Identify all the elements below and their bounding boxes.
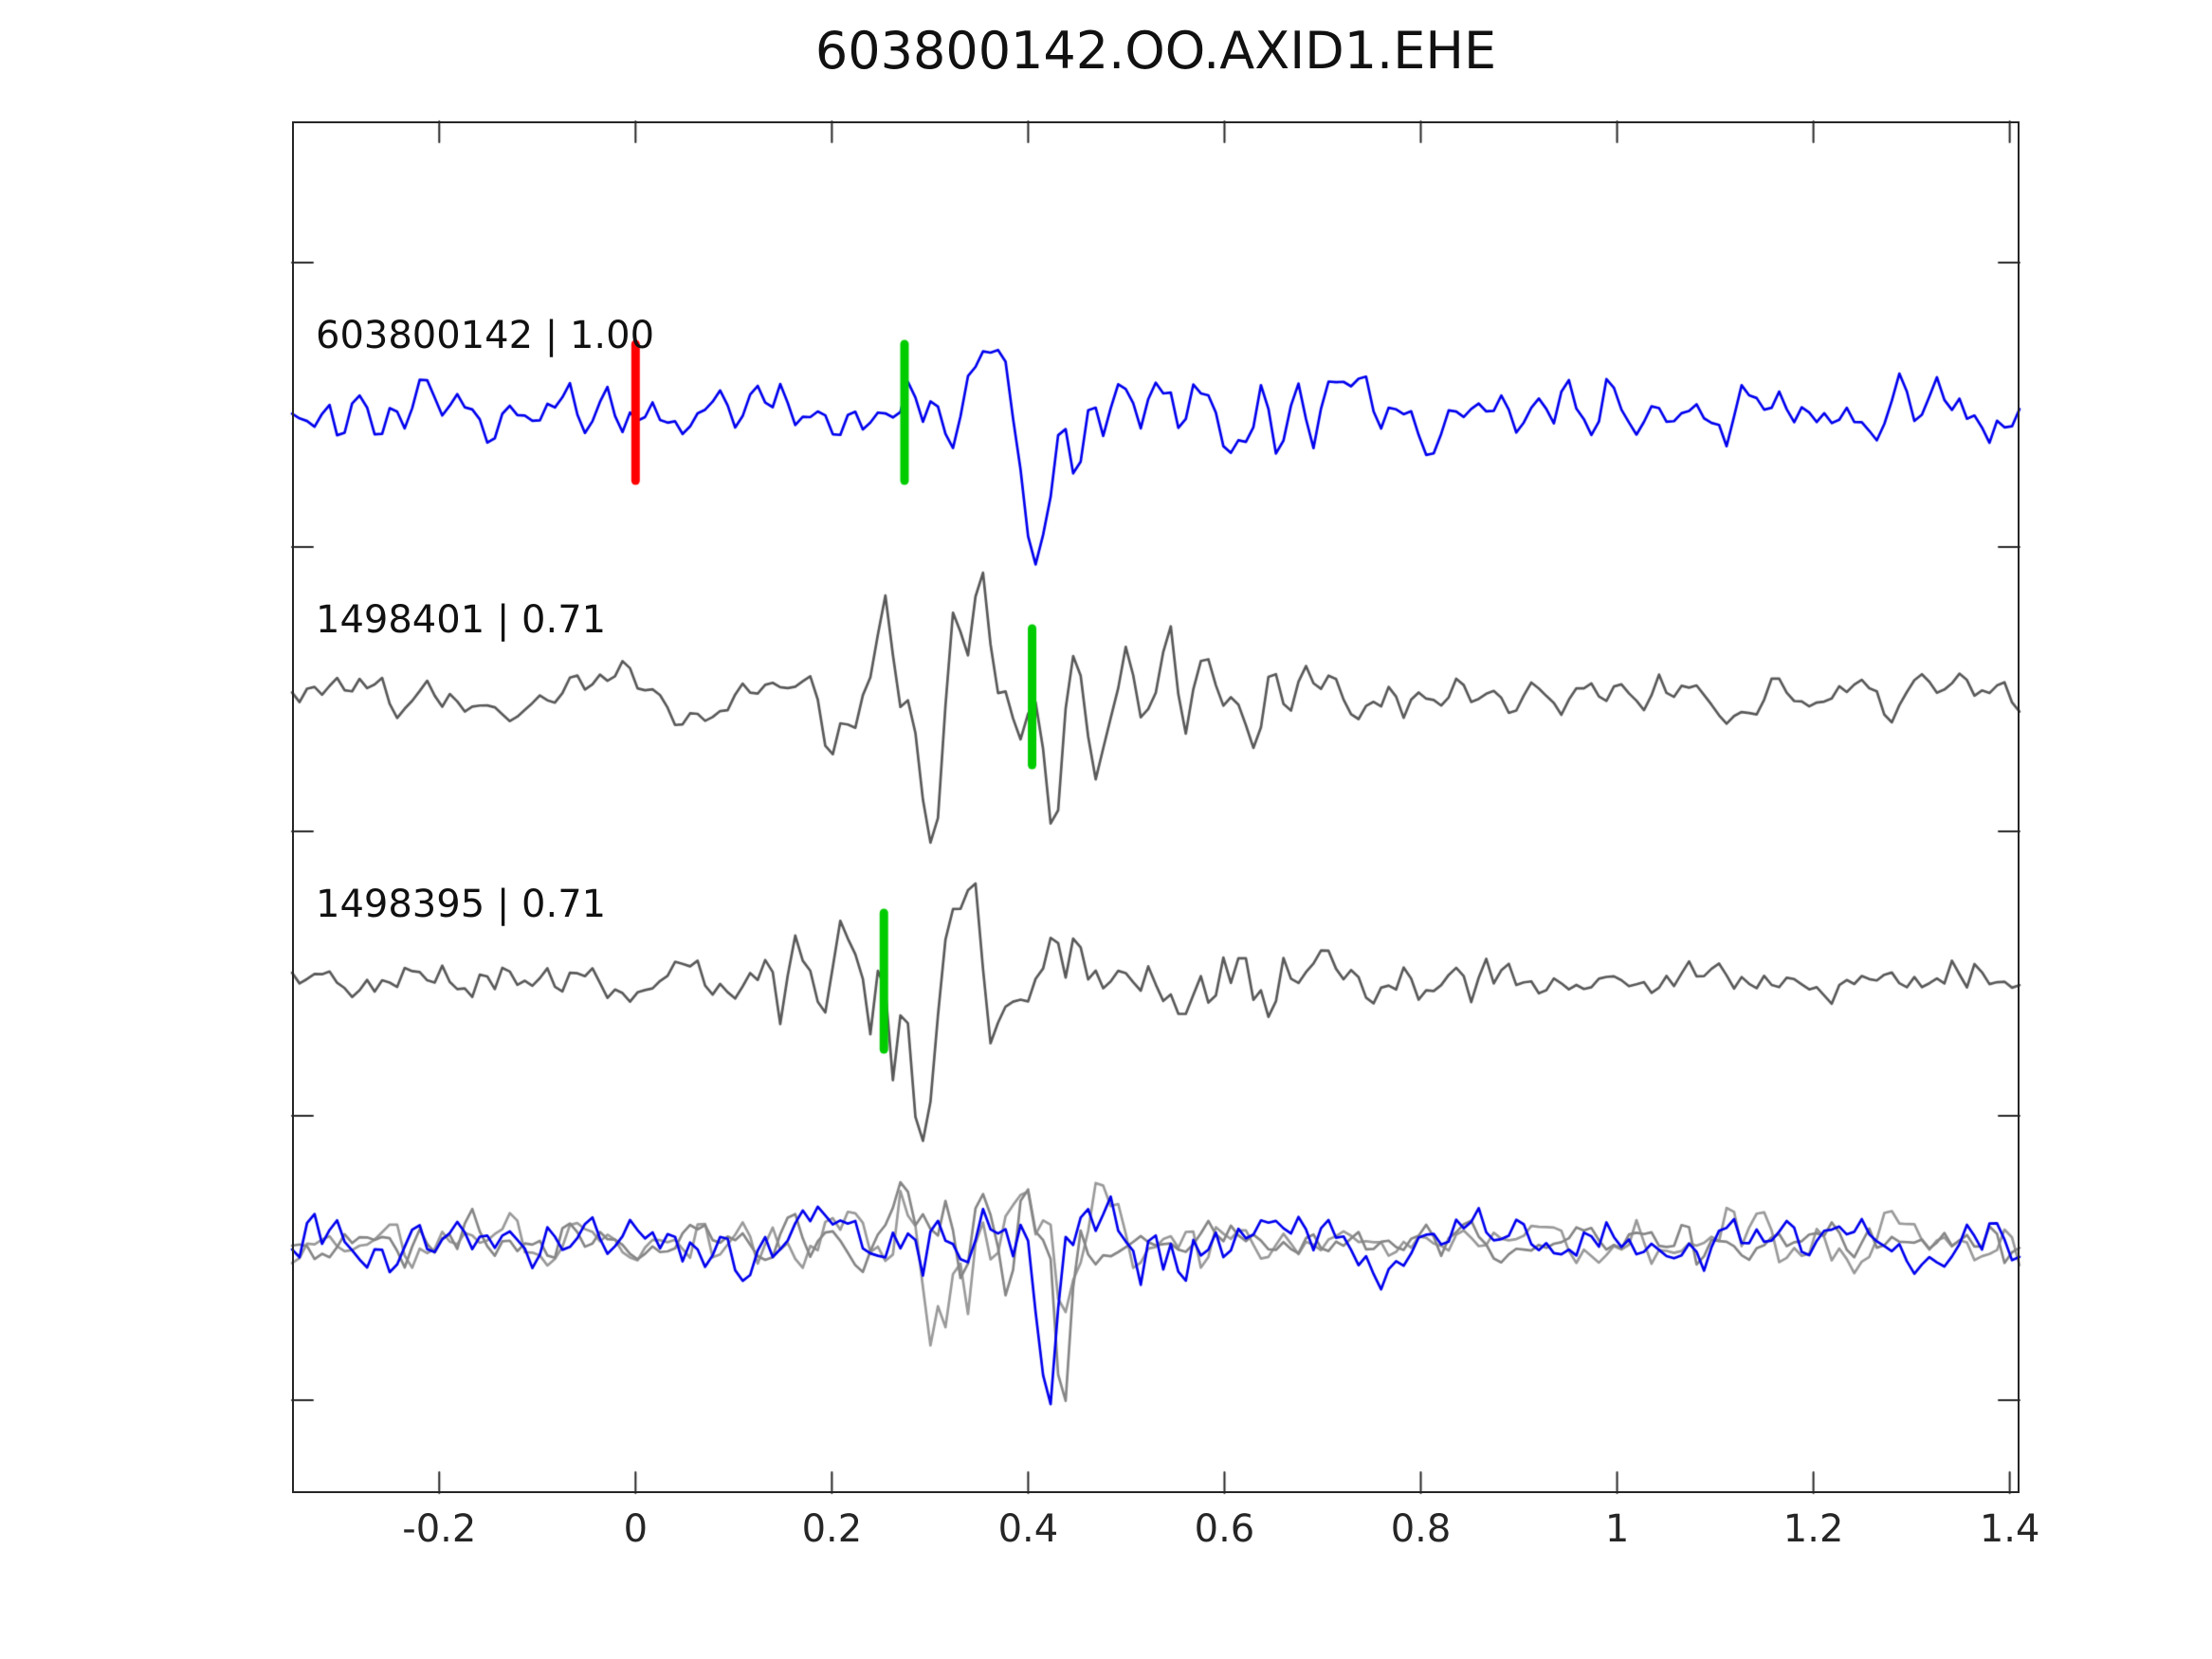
x-tick-label: 1.2 [1782,1507,1844,1551]
x-tick-label: 0.8 [1390,1507,1452,1551]
trace-label-1498395: 1498395 | 0.71 [316,883,607,926]
x-tick-label: 1 [1604,1507,1630,1551]
x-tick-label: -0.2 [402,1507,477,1551]
x-tick-label: 0.6 [1194,1507,1255,1551]
x-tick-label: 1.4 [1979,1507,2040,1551]
x-tick-label: 0 [623,1507,649,1551]
x-tick-label: 0.4 [997,1507,1059,1551]
trace-label-603800142: 603800142 | 1.00 [316,314,655,357]
trace-label-1498401: 1498401 | 0.71 [316,598,607,642]
x-tick-label: 0.2 [801,1507,863,1551]
